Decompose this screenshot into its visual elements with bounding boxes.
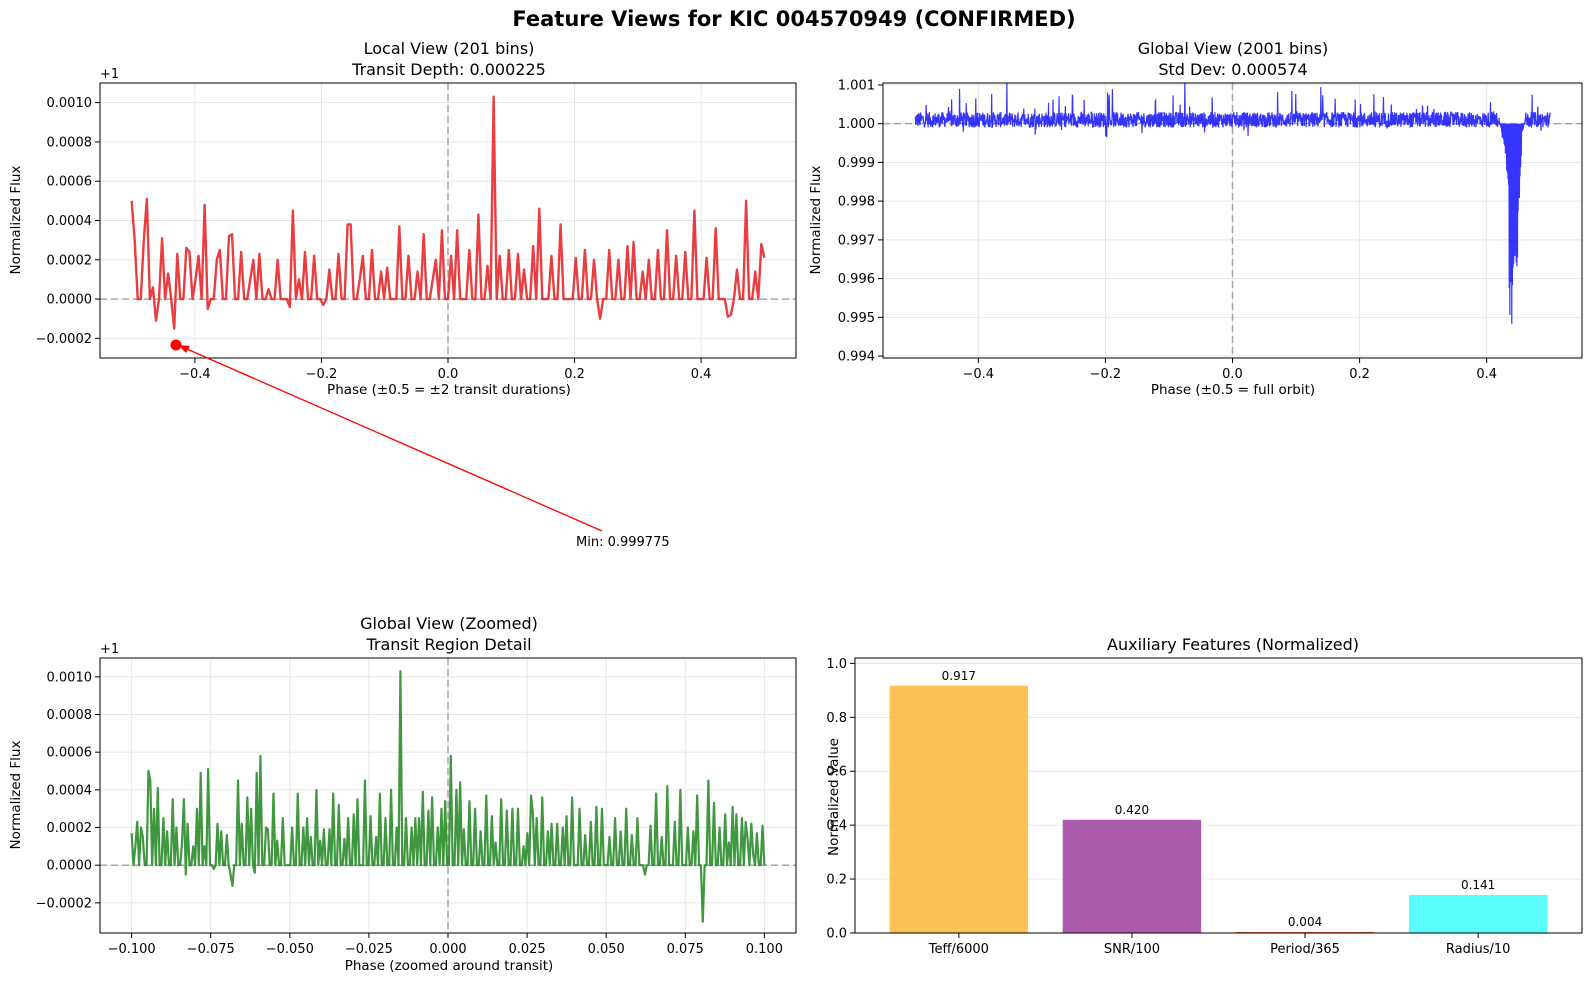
feature-bar xyxy=(1062,819,1202,933)
zoomed-view-title: Global View (Zoomed) xyxy=(360,614,538,633)
feature-bar xyxy=(889,685,1029,933)
x-tick-label: 0.100 xyxy=(746,942,783,957)
y-tick-label: 0.4 xyxy=(826,819,847,834)
local-view-title: Local View (201 bins) xyxy=(364,39,535,58)
x-category-label: Teff/6000 xyxy=(928,942,989,957)
zoomed-view-xlabel: Phase (zoomed around transit) xyxy=(345,958,554,974)
y-tick-label: 0.997 xyxy=(838,233,875,248)
x-category-label: Period/365 xyxy=(1270,942,1340,957)
y-tick-label: 0.0006 xyxy=(47,746,93,761)
x-tick-label: 0.075 xyxy=(667,942,704,957)
bar-value-label: 0.141 xyxy=(1461,878,1495,892)
x-tick-label: −0.4 xyxy=(179,367,211,382)
bar-value-label: 0.420 xyxy=(1115,803,1149,817)
y-tick-label: 0.999 xyxy=(838,156,875,171)
flux-series-line xyxy=(130,670,766,923)
x-tick-label: −0.2 xyxy=(306,367,338,382)
feature-bar xyxy=(1235,931,1375,933)
zoomed-view-panel: Global View (Zoomed) Transit Region Deta… xyxy=(8,614,797,974)
x-tick-label: 0.2 xyxy=(1349,367,1370,382)
local-view-ylabel: Normalized Flux xyxy=(8,166,24,275)
y-tick-label: 0.8 xyxy=(826,711,847,726)
y-tick-label: 0.998 xyxy=(838,195,875,210)
x-tick-label: −0.050 xyxy=(266,942,314,957)
x-tick-label: 0.025 xyxy=(508,942,545,957)
global-flux-series-line xyxy=(914,82,1551,324)
x-tick-label: 0.0 xyxy=(438,367,459,382)
global-view-subtitle: Std Dev: 0.000574 xyxy=(1158,60,1307,79)
min-annotation-arrow xyxy=(179,345,603,532)
y-tick-label: 0.995 xyxy=(838,311,875,326)
y-tick-label: −0.0002 xyxy=(36,332,92,347)
flux-series-line xyxy=(130,95,766,330)
global-view-ylabel: Normalized Flux xyxy=(808,166,824,275)
y-tick-label: 1.0 xyxy=(826,657,847,672)
y-tick-label: 0.0000 xyxy=(47,293,93,308)
x-tick-label: 0.4 xyxy=(691,367,712,382)
local-view-subtitle: Transit Depth: 0.000225 xyxy=(351,60,546,79)
local-view-offset-label: +1 xyxy=(100,67,119,82)
axes-frame xyxy=(854,657,1583,934)
x-tick-label: −0.2 xyxy=(1090,367,1122,382)
y-tick-label: 0.0010 xyxy=(47,670,93,685)
y-tick-label: 0.0008 xyxy=(47,708,93,723)
auxiliary-features-ylabel: Normalized Value xyxy=(826,738,842,856)
y-tick-label: 0.0004 xyxy=(47,214,93,229)
x-tick-label: 0.000 xyxy=(429,942,466,957)
min-point-marker xyxy=(170,339,182,351)
x-tick-label: −0.100 xyxy=(108,942,156,957)
bar-value-label: 0.004 xyxy=(1288,915,1322,929)
min-annotation-label: Min: 0.999775 xyxy=(576,535,670,550)
zoomed-view-ylabel: Normalized Flux xyxy=(8,741,24,850)
bar-value-label: 0.917 xyxy=(942,669,976,683)
auxiliary-features-title: Auxiliary Features (Normalized) xyxy=(1107,635,1359,654)
y-tick-label: 0.0002 xyxy=(47,253,93,268)
x-category-label: Radius/10 xyxy=(1446,942,1511,957)
y-tick-label: 0.0004 xyxy=(47,783,93,798)
zoomed-view-offset-label: +1 xyxy=(100,642,119,657)
auxiliary-features-panel: Auxiliary Features (Normalized) Normaliz… xyxy=(826,635,1583,957)
global-view-title: Global View (2001 bins) xyxy=(1138,39,1329,58)
global-view-panel: Global View (2001 bins) Std Dev: 0.00057… xyxy=(808,39,1583,398)
y-tick-label: 0.2 xyxy=(826,873,847,888)
zoomed-view-subtitle: Transit Region Detail xyxy=(365,635,531,654)
local-view-xlabel: Phase (±0.5 = ±2 transit durations) xyxy=(327,382,571,398)
x-tick-label: −0.025 xyxy=(345,942,393,957)
y-tick-label: −0.0002 xyxy=(36,896,92,911)
global-view-xlabel: Phase (±0.5 = full orbit) xyxy=(1151,382,1315,398)
y-tick-label: 0.0000 xyxy=(47,859,93,874)
y-tick-label: 0.996 xyxy=(838,272,875,287)
x-tick-label: 0.2 xyxy=(564,367,585,382)
y-tick-label: 1.000 xyxy=(838,117,875,132)
x-category-label: SNR/100 xyxy=(1104,942,1160,957)
y-tick-label: 0.994 xyxy=(838,350,875,365)
x-tick-label: 0.4 xyxy=(1476,367,1497,382)
y-tick-label: 0.0 xyxy=(826,927,847,942)
y-tick-label: 0.0010 xyxy=(47,96,93,111)
y-tick-label: 0.0006 xyxy=(47,175,93,190)
y-tick-label: 0.0002 xyxy=(47,821,93,836)
y-tick-label: 1.001 xyxy=(838,78,875,93)
y-tick-label: 0.6 xyxy=(826,765,847,780)
x-tick-label: 0.050 xyxy=(588,942,625,957)
x-tick-label: −0.075 xyxy=(187,942,235,957)
y-tick-label: 0.0008 xyxy=(47,135,93,150)
feature-bar xyxy=(1408,894,1548,933)
x-tick-label: −0.4 xyxy=(963,367,995,382)
x-tick-label: 0.0 xyxy=(1222,367,1243,382)
figure-title: Feature Views for KIC 004570949 (CONFIRM… xyxy=(512,7,1075,31)
local-view-panel: Local View (201 bins) Transit Depth: 0.0… xyxy=(8,39,797,550)
